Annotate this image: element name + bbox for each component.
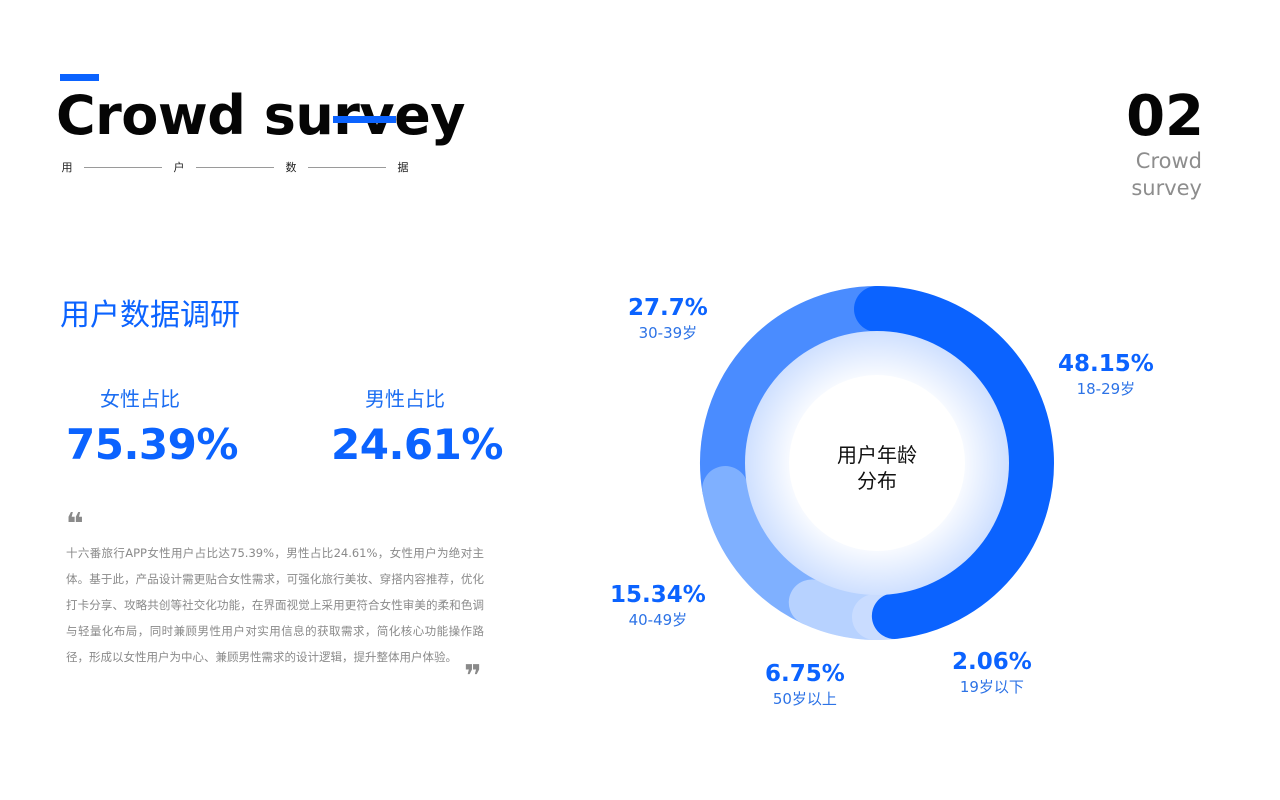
segment-percent: 48.15% <box>1058 351 1154 377</box>
subtitle-row: 用 户 数 据 <box>60 158 410 176</box>
segment-group: 30-39岁 <box>638 324 698 342</box>
segment-percent: 15.34% <box>610 582 706 608</box>
subtitle-divider <box>84 166 162 168</box>
subtitle-char: 数 <box>285 161 297 174</box>
page-title: Crowd survey <box>56 84 465 147</box>
quote-open-icon: ❝ <box>66 507 84 542</box>
body-paragraph: 十六番旅行APP女性用户占比达75.39%，男性占比24.61%，女性用户为绝对… <box>66 546 484 664</box>
subtitle-divider <box>308 166 386 168</box>
segment-group: 18-29岁 <box>1076 380 1136 398</box>
subtitle-divider <box>196 166 274 168</box>
male-ratio-label: 男性占比 <box>365 387 445 411</box>
segment-label-over-50: 6.75% 50岁以上 <box>765 660 845 710</box>
donut-segments <box>700 286 1054 640</box>
segment-label-40-49: 15.34% 40-49岁 <box>610 581 706 631</box>
donut-center-label: 分布 <box>857 469 897 493</box>
segment-percent: 27.7% <box>628 295 708 321</box>
donut-center-label: 用户年龄 <box>837 443 917 467</box>
male-ratio-value: 24.61% <box>331 420 503 469</box>
segment-label-18-29: 48.15% 18-29岁 <box>1058 350 1154 400</box>
subtitle-char: 据 <box>397 161 409 174</box>
segment-percent: 6.75% <box>765 661 845 687</box>
quote-close-icon: ❞ <box>464 659 482 694</box>
section-title: 用户数据调研 <box>60 298 240 333</box>
segment-label-30-39: 27.7% 30-39岁 <box>628 294 708 344</box>
donut-segment-4 <box>700 286 900 512</box>
page-subtitle-line: Crowd <box>1135 149 1202 173</box>
segment-percent: 2.06% <box>952 649 1032 675</box>
title-accent-bar <box>60 74 99 81</box>
female-ratio-label: 女性占比 <box>100 387 180 411</box>
page-number: 02 <box>1126 84 1204 149</box>
page-subtitle-line: survey <box>1131 176 1202 200</box>
donut-segment-0 <box>854 286 1054 639</box>
segment-group: 50岁以上 <box>772 690 837 708</box>
segment-label-under-19: 2.06% 19岁以下 <box>952 648 1032 698</box>
subtitle-char: 用 <box>61 161 73 174</box>
page-number-subtitle: Crowd survey <box>1112 148 1202 202</box>
age-distribution-donut-chart: 用户年龄 分布 <box>700 286 1054 640</box>
title-accent-stroke <box>333 116 396 123</box>
subtitle-char: 户 <box>173 161 185 174</box>
donut-center <box>789 375 965 551</box>
segment-group: 40-49岁 <box>628 611 688 629</box>
female-ratio-value: 75.39% <box>66 420 238 469</box>
segment-group: 19岁以下 <box>959 678 1024 696</box>
